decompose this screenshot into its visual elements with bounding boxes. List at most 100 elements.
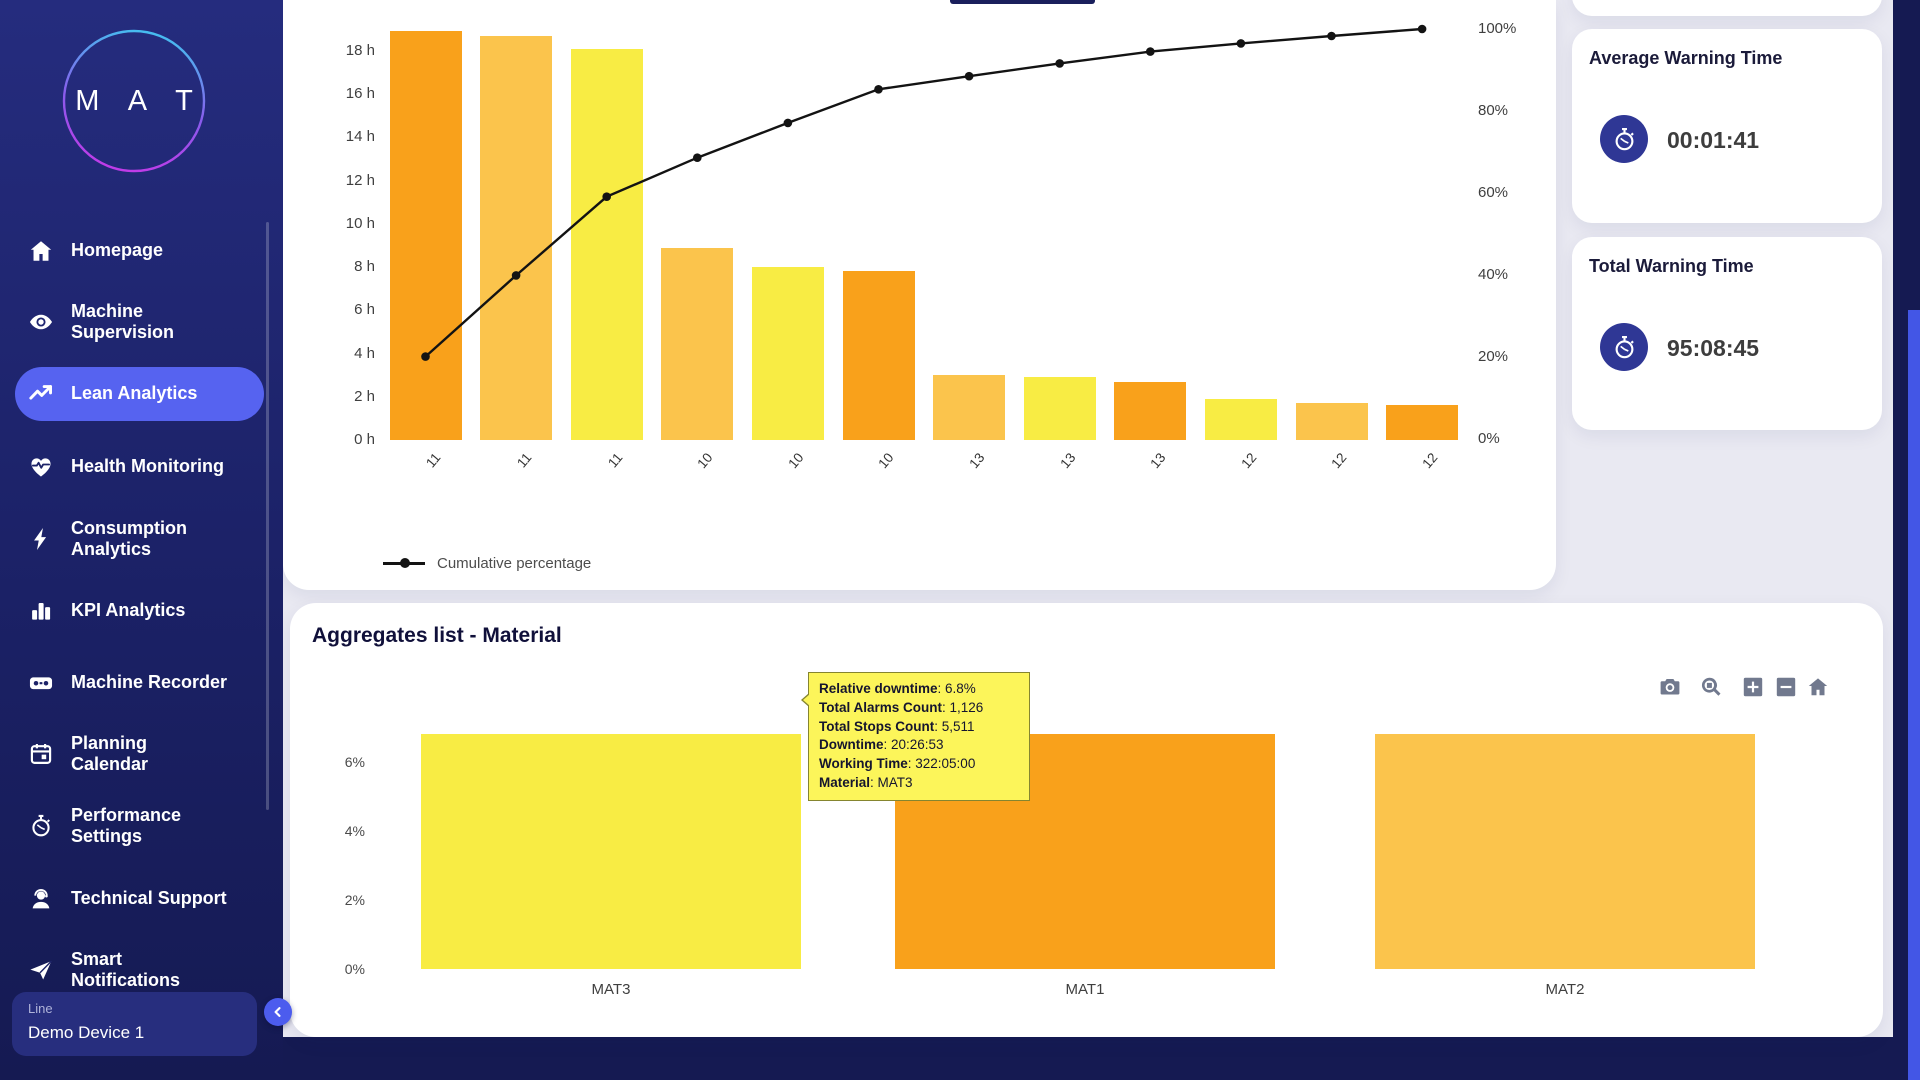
pareto-bar-13-7[interactable] bbox=[1023, 377, 1096, 440]
device-selector[interactable]: Line Demo Device 1 bbox=[12, 992, 257, 1056]
material-bar-mat3[interactable] bbox=[421, 733, 801, 969]
y-axis-left-tick: 18 h bbox=[345, 41, 375, 59]
sidebar-item-label: Planning Calendar bbox=[71, 732, 149, 775]
sidebar-scrollbar[interactable] bbox=[266, 222, 269, 810]
total-warning-time-card: Total Warning Time 95:08:45 bbox=[1572, 237, 1882, 430]
camera-icon[interactable] bbox=[1658, 675, 1682, 699]
pareto-bar-12-11[interactable] bbox=[1386, 405, 1459, 440]
material-bar-mat2[interactable] bbox=[1375, 733, 1755, 969]
y-axis-right-tick: 60% bbox=[1478, 184, 1509, 201]
sidebar-item-technical-support[interactable]: Technical Support bbox=[28, 872, 271, 926]
cumulative-line bbox=[421, 24, 1427, 361]
device-selector-label: Line bbox=[28, 1001, 53, 1016]
y-axis-left-tick: 6 h bbox=[354, 301, 375, 319]
sidebar-item-health-monitoring[interactable]: Health Monitoring bbox=[28, 440, 271, 494]
sidebar-item-label: Health Monitoring bbox=[71, 456, 224, 477]
average-warning-time-value: 00:01:41 bbox=[1667, 127, 1760, 153]
aggregates-title: Aggregates list - Material bbox=[312, 624, 562, 647]
chart-tooltip: Relative downtime: 6.8% Total Alarms Coun… bbox=[801, 672, 1030, 801]
y-axis-left-tick: 16 h bbox=[345, 85, 375, 102]
x-axis-label-mat3: MAT3 bbox=[591, 981, 631, 998]
chart-legend[interactable]: Cumulative percentage bbox=[383, 548, 591, 578]
card-title: Average Warning Time bbox=[1589, 48, 1783, 68]
heart-pulse-icon bbox=[28, 454, 54, 480]
pareto-bar-10-4[interactable] bbox=[751, 267, 824, 440]
sidebar-item-label: Lean Analytics bbox=[71, 383, 198, 404]
sidebar-item-lean-analytics[interactable]: Lean Analytics bbox=[15, 367, 264, 421]
pareto-bar-11-0[interactable] bbox=[389, 31, 462, 440]
home-icon bbox=[28, 238, 54, 264]
reset-home-icon[interactable] bbox=[1806, 675, 1830, 699]
y-axis-tick: 4% bbox=[344, 823, 365, 839]
sidebar-item-machine-recorder[interactable]: Machine Recorder bbox=[28, 656, 271, 710]
y-axis-left-tick: 2 h bbox=[354, 387, 375, 405]
trend-line-icon bbox=[28, 381, 54, 407]
tooltip-row: Total Alarms Count: 1,126 bbox=[819, 699, 984, 715]
sidebar-item-machine-supervision[interactable]: Machine Supervision bbox=[28, 295, 209, 349]
logo-text: M A T bbox=[75, 84, 204, 117]
sidebar-item-kpi-analytics[interactable]: KPI Analytics bbox=[28, 584, 271, 638]
headset-icon bbox=[28, 886, 54, 912]
sidebar-item-label: Performance Settings bbox=[71, 804, 182, 847]
x-axis-label-mat1: MAT1 bbox=[1065, 981, 1105, 998]
card-title: Total Warning Time bbox=[1589, 256, 1754, 276]
stopwatch-icon bbox=[1600, 115, 1648, 163]
y-axis-tick: 2% bbox=[344, 892, 365, 908]
recorder-icon bbox=[28, 670, 54, 696]
aggregates-material-card: Aggregates list - Material 0% 2% 4% 6% MAT3 M… bbox=[290, 603, 1883, 1037]
clipped-overlay-top bbox=[950, 0, 1095, 4]
sidebar-item-consumption-analytics[interactable]: Consumption Analytics bbox=[28, 512, 209, 566]
paper-plane-icon bbox=[28, 957, 54, 983]
x-axis-label-mat2: MAT2 bbox=[1545, 981, 1585, 998]
sidebar-item-label: Consumption Analytics bbox=[71, 517, 187, 560]
pareto-bar-10-5[interactable] bbox=[842, 271, 915, 440]
zoom-icon[interactable] bbox=[1699, 675, 1723, 699]
y-axis-right-tick: 20% bbox=[1478, 348, 1509, 365]
tooltip-row: Total Stops Count: 5,511 bbox=[819, 718, 975, 734]
y-axis-right-tick: 40% bbox=[1478, 266, 1509, 283]
y-axis-left-tick: 4 h bbox=[354, 344, 375, 362]
pareto-bar-12-9[interactable] bbox=[1204, 398, 1277, 440]
tooltip-row: Downtime: 20:26:53 bbox=[819, 737, 944, 753]
logo-ring bbox=[62, 29, 206, 173]
y-axis-right-tick: 0% bbox=[1478, 430, 1500, 447]
clipped-card-top-right bbox=[1572, 0, 1882, 16]
pareto-bar-11-2[interactable] bbox=[570, 48, 643, 440]
sidebar-item-label: Smart Notifications bbox=[71, 948, 181, 991]
legend-label: Cumulative percentage bbox=[437, 554, 592, 572]
sidebar: M A T Homepage Machine Supervision Lean An… bbox=[0, 0, 283, 1080]
pareto-bar-13-6[interactable] bbox=[933, 375, 1006, 440]
tooltip-row: Material: MAT3 bbox=[819, 774, 913, 790]
sidebar-item-performance-settings[interactable]: Performance Settings bbox=[28, 799, 209, 853]
pareto-bar-13-8[interactable] bbox=[1114, 381, 1187, 440]
pareto-bar-11-1[interactable] bbox=[480, 35, 553, 440]
chevron-left-icon bbox=[274, 1007, 281, 1017]
y-axis-tick: 0% bbox=[344, 961, 365, 977]
zoom-out-icon[interactable] bbox=[1774, 675, 1798, 699]
material-bar-chart: 0% 2% 4% 6% MAT3 MAT1 MAT2 bbox=[290, 603, 1883, 1037]
y-axis-left-tick: 8 h bbox=[354, 258, 375, 275]
total-warning-time-value: 95:08:45 bbox=[1667, 335, 1760, 361]
tooltip-arrow bbox=[801, 693, 810, 707]
legend-line-marker bbox=[383, 558, 425, 568]
pareto-chart: 0 h 2 h 4 h 6 h 8 h 10 h 12 h 14 h 16 h 18 h 0% 20%… bbox=[283, 0, 1556, 590]
zoom-in-icon[interactable] bbox=[1741, 675, 1765, 699]
average-warning-time-card: Average Warning Time 00:01:41 bbox=[1572, 29, 1882, 223]
lightning-bolt-icon bbox=[28, 526, 54, 552]
sidebar-collapse-button[interactable] bbox=[264, 998, 292, 1026]
sidebar-item-label: Machine Recorder bbox=[71, 672, 228, 693]
bar-chart-icon bbox=[28, 598, 54, 624]
calendar-icon bbox=[28, 741, 54, 767]
sidebar-item-planning-calendar[interactable]: Planning Calendar bbox=[28, 727, 209, 781]
pareto-bar-10-3[interactable] bbox=[661, 247, 734, 440]
sidebar-item-smart-notifications[interactable]: Smart Notifications bbox=[28, 943, 209, 997]
y-axis-left-tick: 10 h bbox=[345, 214, 375, 232]
y-axis-left-tick: 0 h bbox=[354, 431, 375, 448]
pareto-bar-12-10[interactable] bbox=[1295, 403, 1368, 440]
eye-icon bbox=[28, 309, 54, 335]
stopwatch-icon bbox=[28, 813, 54, 839]
sidebar-item-homepage[interactable]: Homepage bbox=[28, 224, 271, 278]
app-logo: M A T bbox=[60, 27, 208, 175]
page-scrollbar-thumb[interactable] bbox=[1908, 310, 1920, 1080]
